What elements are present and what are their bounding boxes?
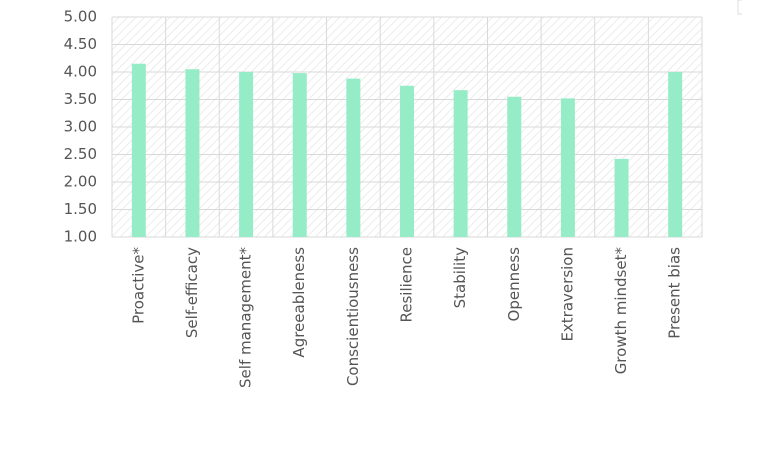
x-tick-label: Proactive* bbox=[129, 247, 147, 324]
x-tick-label: Agreeableness bbox=[290, 247, 308, 358]
bar bbox=[346, 78, 361, 237]
y-tick-label: 1.50 bbox=[64, 200, 97, 218]
x-tick-label: Self management* bbox=[237, 247, 255, 388]
x-tick-label: Stability bbox=[451, 247, 469, 309]
y-tick-label: 1.00 bbox=[64, 228, 97, 246]
bar bbox=[614, 158, 629, 237]
x-tick-label: Conscientiousness bbox=[344, 247, 362, 386]
y-tick-label: 4.00 bbox=[64, 63, 97, 81]
x-tick-label: Extraversion bbox=[558, 247, 576, 342]
bar bbox=[185, 69, 200, 237]
x-tick-label: Self-efficacy bbox=[183, 247, 201, 338]
bar bbox=[507, 96, 522, 237]
bar bbox=[131, 63, 146, 237]
bar bbox=[560, 98, 575, 238]
bar bbox=[239, 72, 254, 237]
y-tick-label: 3.00 bbox=[64, 118, 97, 136]
bar bbox=[668, 72, 683, 237]
y-tick-label: 3.50 bbox=[64, 90, 97, 108]
x-tick-label: Growth mindset* bbox=[612, 247, 630, 375]
corner-mark bbox=[737, 0, 742, 15]
x-tick-label: Present bias bbox=[666, 247, 684, 339]
x-tick-label: Openness bbox=[505, 247, 523, 322]
y-tick-label: 2.00 bbox=[64, 173, 97, 191]
y-tick-label: 5.00 bbox=[64, 8, 97, 26]
y-tick-label: 4.50 bbox=[64, 35, 97, 53]
bar bbox=[453, 90, 468, 238]
x-tick-label: Resilience bbox=[398, 247, 416, 323]
bar bbox=[292, 73, 307, 237]
bar bbox=[400, 85, 414, 237]
y-tick-label: 2.50 bbox=[64, 145, 97, 163]
